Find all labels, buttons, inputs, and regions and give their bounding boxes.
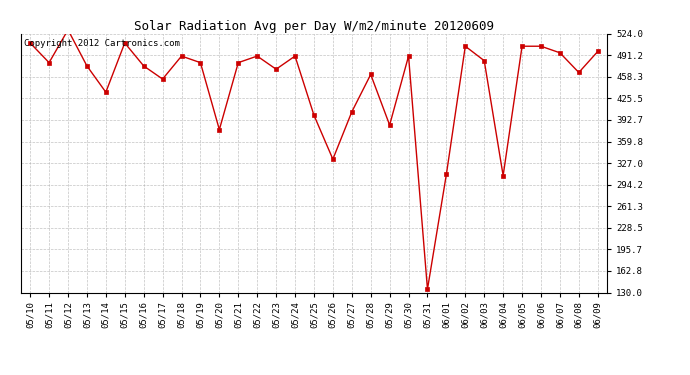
Text: Copyright 2012 Cartronics.com: Copyright 2012 Cartronics.com	[23, 39, 179, 48]
Title: Solar Radiation Avg per Day W/m2/minute 20120609: Solar Radiation Avg per Day W/m2/minute …	[134, 20, 494, 33]
